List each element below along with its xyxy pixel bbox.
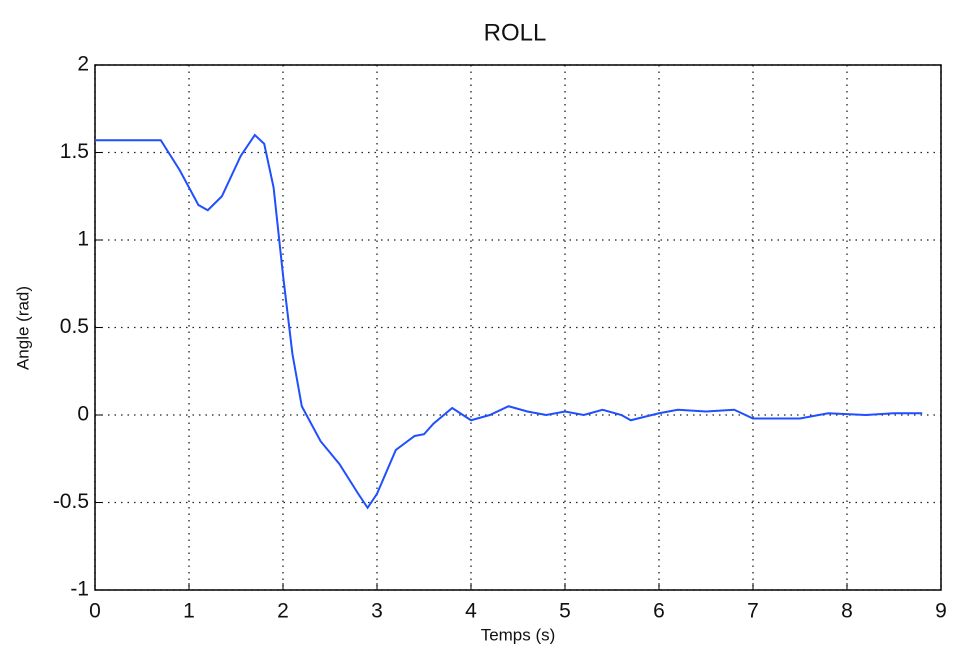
y-tick-label: 1.5 (60, 140, 89, 163)
x-tick-label: 7 (747, 600, 759, 623)
y-tick-label: 0 (77, 403, 89, 426)
x-tick-label: 3 (371, 600, 383, 623)
page: {"chart_data": {"type": "line", "title":… (0, 0, 957, 656)
chart-title: ROLL (484, 19, 547, 46)
x-tick-label: 9 (935, 600, 947, 623)
x-tick-label: 5 (559, 600, 571, 623)
x-tick-label: 0 (89, 600, 101, 623)
x-tick-label: 1 (183, 600, 195, 623)
y-axis-label: Angle (rad) (13, 286, 32, 370)
chart: ROLL Temps (s) Angle (rad) -1 -0.5 0 0.5 1 1.… (0, 0, 957, 656)
y-tick-label: 2 (77, 53, 89, 76)
x-tick-label: 2 (277, 600, 289, 623)
x-tick-label: 4 (465, 600, 477, 623)
y-tick-label: -1 (70, 578, 89, 601)
y-tick-label: 1 (77, 228, 89, 251)
x-tick-label: 8 (841, 600, 853, 623)
x-axis-label: Temps (s) (481, 625, 556, 644)
y-tick-label: -0.5 (53, 490, 89, 513)
x-tick-label: 6 (653, 600, 665, 623)
y-tick-label: 0.5 (60, 315, 89, 338)
